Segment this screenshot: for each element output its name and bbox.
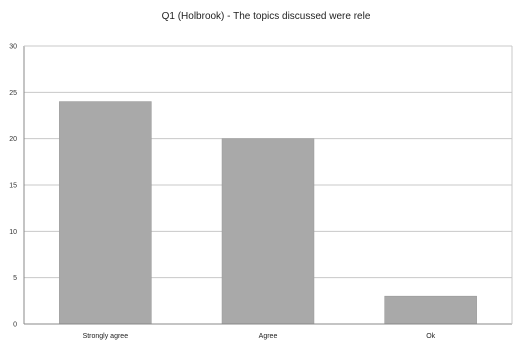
chart-title: Q1 (Holbrook) - The topics discussed wer… xyxy=(162,11,371,22)
y-tick-label: 10 xyxy=(9,229,17,236)
bar-agree xyxy=(221,138,315,325)
bar-strongly-agree xyxy=(59,101,152,325)
bar-ok xyxy=(384,295,477,325)
y-tick-label: 0 xyxy=(13,322,17,329)
y-tick-label: 15 xyxy=(9,183,17,190)
y-tick-label: 20 xyxy=(9,136,17,143)
axis-labels: 0 5 10 15 20 25 30 Strongly agree Agree Ok xyxy=(9,44,435,341)
y-tick-label: 30 xyxy=(9,44,17,51)
x-tick-label: Ok xyxy=(426,333,435,340)
bars xyxy=(59,101,477,325)
x-tick-label: Agree xyxy=(259,333,278,340)
axes xyxy=(23,45,513,325)
y-tick-label: 25 xyxy=(9,90,17,97)
x-tick-label: Strongly agree xyxy=(83,333,129,340)
y-tick-label: 5 xyxy=(13,275,17,282)
